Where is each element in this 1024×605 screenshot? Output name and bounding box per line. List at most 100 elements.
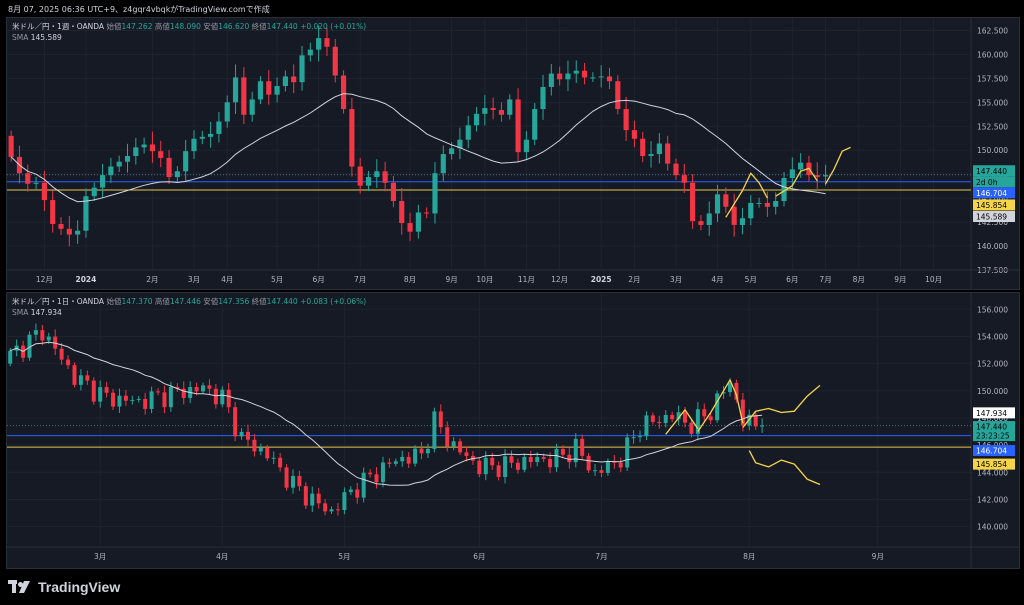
bull-candle [451, 441, 456, 447]
bull-candle [739, 218, 746, 225]
open-label: 始値 [106, 297, 122, 306]
weekly-symbol-title[interactable]: 米ドル／円・1週・OANDA [12, 22, 105, 31]
high-label: 高値 [154, 22, 170, 31]
bull-candle [565, 73, 571, 80]
bear-candle [66, 359, 71, 366]
weekly-legend: 米ドル／円・1週・OANDA 始値147.262 高値148.090 安値146… [12, 21, 366, 43]
bull-candle [457, 139, 463, 149]
y-tick-label: 145.000 [977, 194, 1008, 203]
bear-candle [233, 407, 238, 437]
low-label: 安値 [203, 297, 219, 306]
bear-candle [670, 414, 675, 420]
bull-candle [465, 125, 471, 140]
bear-candle [560, 449, 565, 455]
x-tick-label: 3月 [188, 275, 200, 284]
bear-candle [515, 99, 521, 153]
x-tick-label: 8月 [743, 552, 755, 561]
x-tick-label: 2月 [628, 275, 640, 284]
weekly-candlestick-chart[interactable]: 162.500 160.000 157.500 155.000 152.500 150.0… [7, 18, 1019, 289]
bear-candle [445, 427, 450, 447]
bull-candle [676, 412, 681, 420]
bear-candle [387, 462, 392, 464]
high-label: 高値 [154, 297, 170, 306]
close-value: 147.440 [266, 22, 298, 31]
high-value: 147.446 [169, 297, 201, 306]
bear-candle [207, 385, 212, 389]
daily-chart-pane[interactable]: 米ドル／円・1日・OANDA 始値147.370 高値147.446 安値147… [6, 292, 1020, 569]
bull-candle [239, 431, 244, 437]
bear-candle [557, 73, 563, 80]
sma-label[interactable]: SMA [12, 33, 29, 42]
y-tick-label: 152.500 [977, 122, 1008, 131]
bull-candle [307, 49, 313, 56]
bear-candle [689, 422, 694, 434]
x-tick-label: 11月 [518, 275, 535, 284]
bear-candle [194, 387, 199, 392]
bull-candle [415, 212, 421, 232]
close-label: 終値 [251, 22, 267, 31]
bull-candle [329, 509, 334, 512]
x-tick-label: 6月 [786, 275, 798, 284]
yellow-level-tag: 145.854 [976, 201, 1007, 210]
sma-price-tag-bg [973, 407, 1015, 419]
bear-candle [740, 399, 745, 426]
weekly-chart-pane[interactable]: 米ドル／円・1週・OANDA 始値147.262 高値148.090 安値146… [6, 17, 1020, 290]
bull-candle [748, 202, 754, 219]
high-value: 148.090 [169, 22, 201, 31]
projection-drawing [665, 409, 699, 435]
bear-candle [567, 454, 572, 463]
bear-candle [390, 182, 397, 202]
bull-candle [380, 462, 385, 483]
tradingview-logo-icon [8, 580, 30, 593]
bear-candle [580, 438, 585, 456]
bear-candle [374, 474, 379, 483]
bear-candle [419, 448, 424, 454]
bull-candle [310, 493, 315, 506]
bull-candle [432, 173, 438, 214]
y-tick-label: 140.000 [977, 523, 1008, 532]
yellow-level-tag-bg [973, 199, 1015, 211]
bull-candle [117, 395, 122, 407]
bear-candle [324, 38, 330, 47]
snapshot-caption: 8月 07, 2025 06:36 UTC+9、z4gqr4vbqkがTradi… [8, 5, 270, 14]
x-tick-label: 3月 [670, 275, 682, 284]
bull-candle [393, 461, 398, 464]
bull-candle [590, 77, 596, 79]
sma-value: 145.589 [30, 33, 62, 42]
bull-candle [174, 171, 180, 178]
daily-symbol-title[interactable]: 米ドル／円・1日・OANDA [12, 297, 105, 306]
bear-candle [640, 138, 646, 156]
bull-candle [216, 121, 222, 134]
bull-candle [342, 492, 347, 510]
bear-candle [681, 175, 687, 183]
projection-drawing [748, 450, 821, 486]
bear-candle [266, 81, 272, 95]
x-tick-label: 2月 [146, 275, 158, 284]
blue-level-tag-bg [973, 445, 1015, 457]
bull-candle [98, 387, 103, 402]
x-tick-label: 8月 [853, 275, 865, 284]
bear-candle [708, 416, 713, 421]
bear-candle [657, 421, 662, 424]
bear-candle [349, 109, 355, 167]
projection-drawing [775, 167, 818, 197]
bear-candle [606, 76, 613, 82]
bear-candle [407, 223, 413, 232]
y-tick-label: 154.000 [977, 332, 1008, 341]
x-tick-label: 10月 [476, 275, 493, 284]
daily-candlestick-chart[interactable]: 156.000154.000152.000150.000148.000146.0… [7, 293, 1019, 568]
last-price-tag: 147.440 [976, 167, 1007, 176]
bull-candle [374, 171, 380, 178]
bear-candle [764, 202, 770, 207]
bear-candle [464, 452, 469, 456]
x-tick-label: 9月 [872, 552, 884, 561]
x-tick-label: 5月 [271, 275, 283, 284]
bear-candle [40, 330, 45, 341]
bear-candle [683, 412, 688, 423]
close-label: 終値 [251, 297, 267, 306]
bear-candle [490, 108, 496, 110]
bear-candle [104, 387, 109, 393]
x-tick-label: 2025 [591, 275, 612, 284]
sma-label[interactable]: SMA [12, 308, 29, 317]
bear-candle [753, 414, 758, 427]
